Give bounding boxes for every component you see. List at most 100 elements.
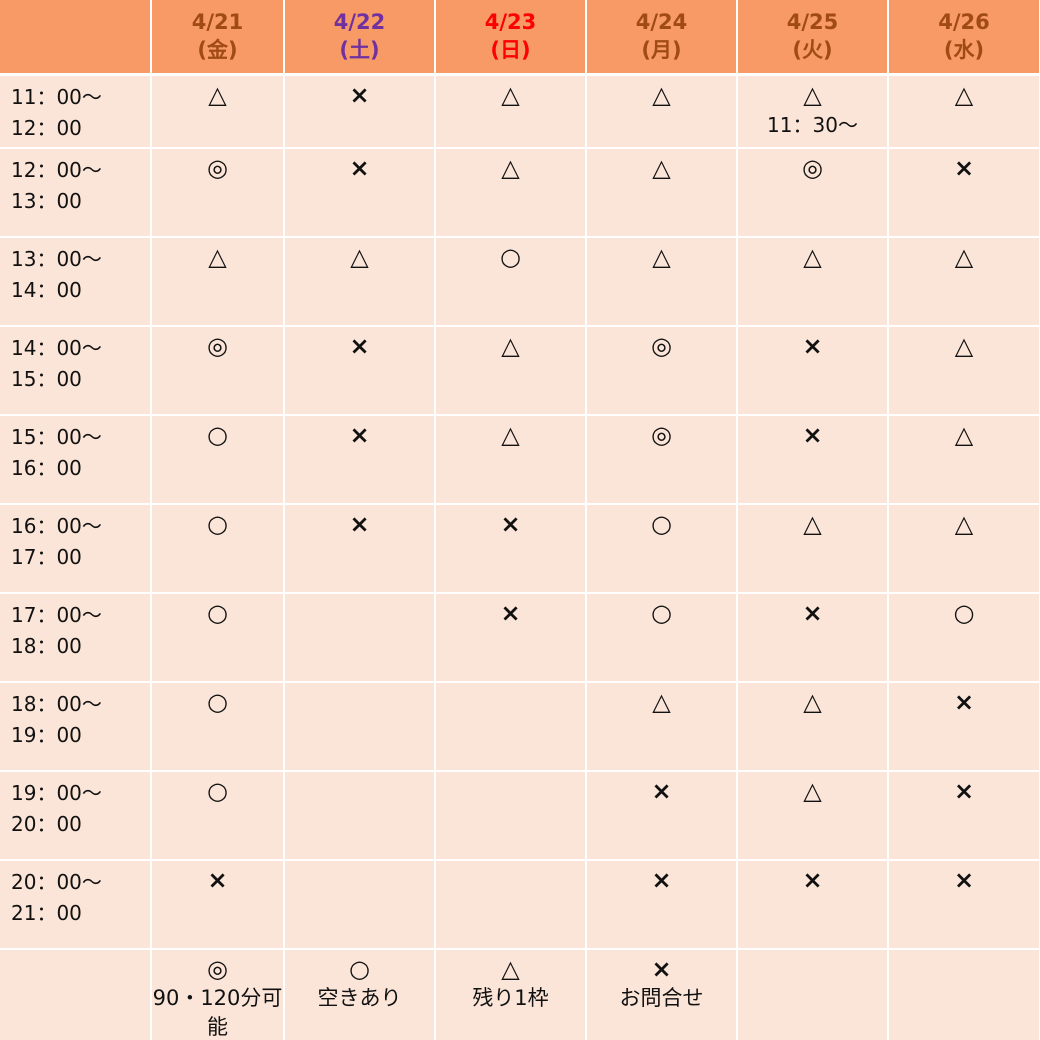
time-slot-row: 12：00〜 13：00 ◎ × △ △ ◎ × bbox=[0, 148, 1040, 238]
availability-cell: ○ bbox=[888, 593, 1040, 683]
availability-mark: △ bbox=[208, 80, 227, 109]
availability-cell bbox=[435, 682, 587, 772]
day-date: 4/26 bbox=[938, 10, 990, 35]
slot-end-time: 18：00 bbox=[11, 634, 82, 658]
availability-cell: ◎ bbox=[151, 148, 285, 238]
availability-mark: ○ bbox=[207, 777, 228, 805]
availability-mark: ○ bbox=[651, 599, 672, 627]
availability-cell: ◎ bbox=[586, 326, 738, 416]
time-slot-label: 18：00〜 19：00 bbox=[0, 682, 152, 772]
availability-cell: △ bbox=[151, 74, 285, 149]
availability-mark bbox=[285, 865, 434, 895]
legend-row: ◎ 90・120分可能 ○ 空きあり △ 残り1枠 × お問合せ bbox=[0, 949, 1040, 1040]
availability-mark: ○ bbox=[207, 688, 228, 716]
availability-cell: △ bbox=[737, 771, 889, 861]
availability-cell: △ bbox=[888, 504, 1040, 594]
legend-mark: × bbox=[651, 955, 672, 983]
availability-cell bbox=[435, 860, 587, 950]
legend-label: 残り1枠 bbox=[472, 986, 549, 1010]
availability-mark: × bbox=[500, 599, 521, 627]
availability-cell: ○ bbox=[435, 237, 587, 327]
availability-mark: ◎ bbox=[651, 421, 672, 449]
availability-note: 11：30〜 bbox=[767, 112, 858, 137]
day-header: 4/21 (金) bbox=[151, 0, 285, 76]
time-slot-row: 11：00〜 12：00 △ × △ △ △ 11：30〜 △ bbox=[0, 74, 1040, 149]
slot-start-time: 18：00〜 bbox=[11, 692, 102, 716]
availability-mark: △ bbox=[350, 243, 369, 271]
slot-start-time: 11：00〜 bbox=[11, 84, 102, 109]
availability-mark: ◎ bbox=[207, 332, 228, 360]
availability-mark: × bbox=[349, 80, 370, 109]
day-header: 4/25 (火) bbox=[737, 0, 889, 76]
availability-mark: ○ bbox=[500, 243, 521, 271]
day-header: 4/24 (月) bbox=[586, 0, 738, 76]
availability-mark: △ bbox=[803, 80, 822, 109]
slot-end-time: 14：00 bbox=[11, 278, 82, 302]
availability-mark: △ bbox=[954, 510, 974, 538]
legend-item: ◎ 90・120分可能 bbox=[151, 949, 285, 1040]
day-of-week: (土) bbox=[339, 38, 380, 63]
time-slot-row: 18：00〜 19：00 ○ △ △ × bbox=[0, 682, 1040, 772]
legend-mark: ◎ bbox=[207, 955, 228, 983]
availability-cell: ○ bbox=[151, 771, 285, 861]
availability-cell: × bbox=[586, 771, 738, 861]
availability-cell: ◎ bbox=[737, 148, 889, 238]
availability-cell: △ bbox=[151, 237, 285, 327]
legend-item bbox=[888, 949, 1040, 1040]
availability-cell: △ bbox=[888, 415, 1040, 505]
day-of-week: (月) bbox=[641, 38, 682, 63]
availability-cell: △ bbox=[888, 74, 1040, 149]
time-slot-label: 13：00〜 14：00 bbox=[0, 237, 152, 327]
day-date: 4/21 bbox=[191, 10, 244, 35]
legend-item: △ 残り1枠 bbox=[435, 949, 587, 1040]
time-slot-label: 12：00〜 13：00 bbox=[0, 148, 152, 238]
availability-cell: ○ bbox=[151, 504, 285, 594]
availability-mark: × bbox=[349, 510, 370, 538]
availability-cell: × bbox=[284, 504, 436, 594]
availability-mark: △ bbox=[501, 421, 520, 449]
availability-cell: × bbox=[586, 860, 738, 950]
availability-mark: × bbox=[802, 599, 823, 627]
availability-mark: × bbox=[349, 421, 370, 449]
availability-cell: × bbox=[284, 74, 436, 149]
time-slot-row: 16：00〜 17：00 ○ × × ○ △ △ bbox=[0, 504, 1040, 594]
availability-cell: ○ bbox=[586, 504, 738, 594]
day-date: 4/25 bbox=[786, 10, 839, 35]
availability-cell: × bbox=[737, 415, 889, 505]
slot-start-time: 13：00〜 bbox=[11, 247, 102, 271]
availability-mark: △ bbox=[652, 688, 671, 716]
availability-cell: △ bbox=[586, 148, 738, 238]
availability-mark: × bbox=[349, 332, 370, 360]
availability-mark: △ bbox=[803, 688, 822, 716]
availability-mark: × bbox=[802, 332, 823, 360]
availability-cell bbox=[284, 593, 436, 683]
legend-label: 空きあり bbox=[317, 986, 402, 1010]
availability-cell: △ 11：30〜 bbox=[737, 74, 889, 149]
day-date: 4/24 bbox=[635, 10, 688, 35]
availability-cell: △ bbox=[737, 682, 889, 772]
time-slot-label: 20：00〜 21：00 bbox=[0, 860, 152, 950]
availability-mark: × bbox=[953, 866, 975, 894]
availability-mark: ◎ bbox=[802, 154, 823, 182]
availability-mark: △ bbox=[652, 80, 671, 109]
availability-cell: × bbox=[435, 593, 587, 683]
availability-mark: △ bbox=[954, 243, 974, 271]
day-of-week: (水) bbox=[943, 38, 985, 63]
legend-mark: ○ bbox=[349, 955, 370, 983]
header-row: 4/21 (金) 4/22 (土) 4/23 (日) 4/24 (月) 4/25 (火) … bbox=[0, 0, 1040, 76]
availability-mark bbox=[436, 865, 585, 895]
slot-end-time: 19：00 bbox=[11, 723, 82, 747]
availability-mark bbox=[285, 598, 434, 628]
availability-mark bbox=[436, 776, 585, 806]
slot-start-time: 19：00〜 bbox=[11, 781, 102, 805]
day-header: 4/26 (水) bbox=[888, 0, 1040, 76]
availability-cell: ○ bbox=[151, 415, 285, 505]
availability-cell: × bbox=[284, 326, 436, 416]
availability-mark: △ bbox=[954, 332, 974, 360]
availability-cell: × bbox=[888, 860, 1040, 950]
day-date: 4/23 bbox=[484, 10, 537, 35]
time-slot-row: 19：00〜 20：00 ○ × △ × bbox=[0, 771, 1040, 861]
time-slot-row: 20：00〜 21：00 × × × × bbox=[0, 860, 1040, 950]
availability-cell: × bbox=[435, 504, 587, 594]
